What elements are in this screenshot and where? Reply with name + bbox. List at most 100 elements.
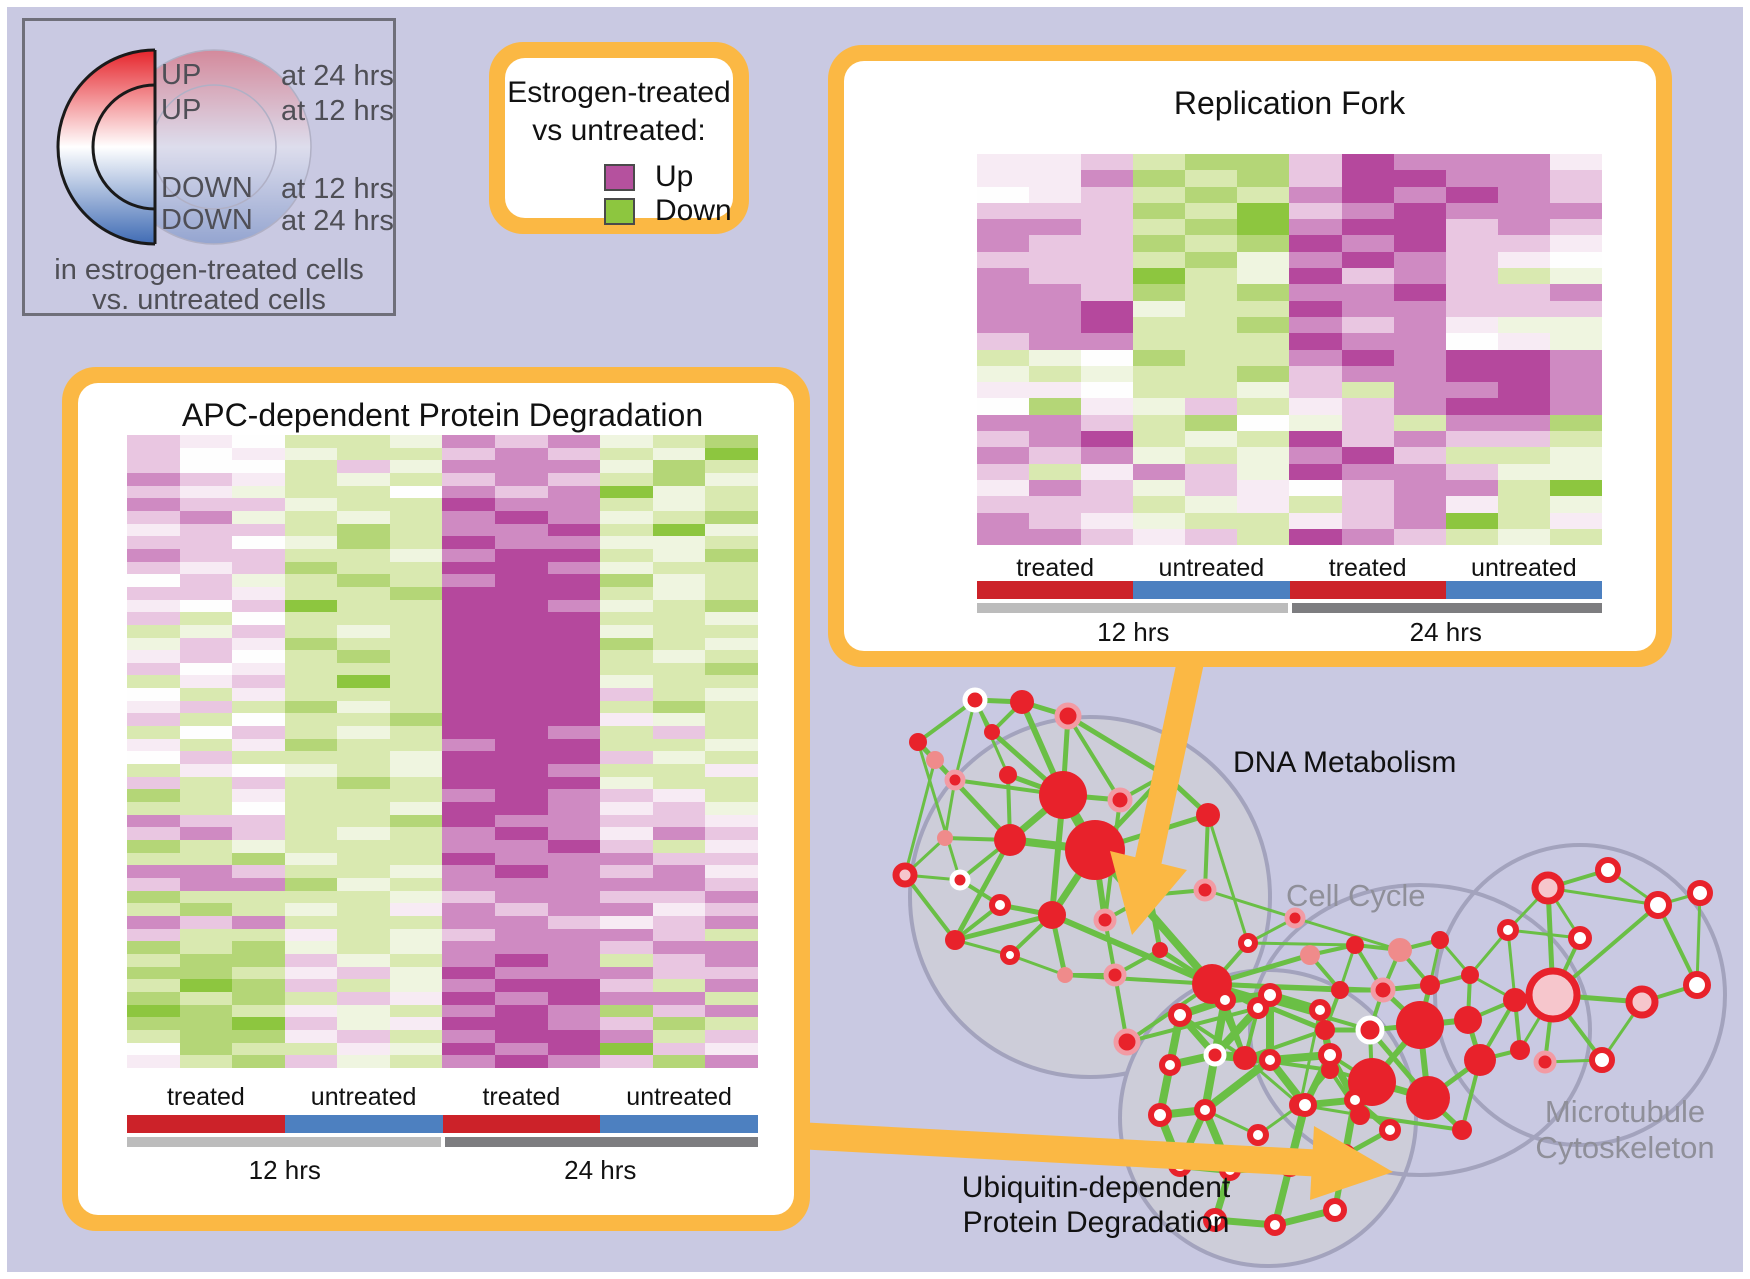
heatmap-cell bbox=[495, 713, 548, 727]
network-node bbox=[1379, 1119, 1401, 1141]
heatmap-cell bbox=[1549, 528, 1602, 546]
heatmap-cell bbox=[337, 941, 390, 954]
heatmap-cell bbox=[1549, 219, 1602, 236]
heatmap-cell bbox=[495, 561, 548, 575]
heatmap-cell bbox=[284, 903, 338, 916]
heatmap-cell bbox=[442, 460, 496, 473]
heatmap-cell bbox=[127, 548, 180, 562]
network-edge bbox=[1243, 1056, 1302, 1107]
heatmap-cell bbox=[337, 726, 390, 739]
heatmap-cell bbox=[284, 498, 338, 511]
heatmap-cell bbox=[1289, 349, 1342, 366]
heatmap-cell bbox=[1393, 365, 1446, 383]
ring-legend-diagram bbox=[56, 48, 312, 246]
heatmap-row bbox=[127, 865, 758, 878]
heatmap-cell bbox=[1445, 365, 1498, 383]
heatmap-cell bbox=[1497, 154, 1550, 171]
heatmap-cell bbox=[652, 840, 706, 853]
heatmap-cell bbox=[1081, 382, 1134, 399]
heatmap-cell bbox=[600, 612, 653, 625]
heatmap-cell bbox=[337, 953, 390, 967]
heatmap-cell bbox=[232, 536, 285, 549]
heatmap-cell bbox=[232, 890, 285, 904]
network-edge bbox=[1695, 891, 1702, 987]
heatmap-cell bbox=[547, 1042, 601, 1056]
heatmap-cell bbox=[547, 991, 601, 1005]
heatmap-cell bbox=[1133, 300, 1186, 317]
heatmap-cell bbox=[1393, 219, 1446, 236]
cell-cycle-label: Cell Cycle bbox=[1286, 878, 1426, 913]
heatmap-cell bbox=[1341, 170, 1394, 187]
dna-metabolism-label: DNA Metabolism bbox=[1233, 746, 1457, 779]
network-node bbox=[1464, 1044, 1496, 1076]
heatmap-cell bbox=[1185, 154, 1238, 171]
heatmap-row bbox=[127, 713, 758, 727]
heatmap-row bbox=[127, 814, 758, 828]
heatmap-cell bbox=[1185, 447, 1238, 464]
heatmap-cell bbox=[652, 903, 706, 916]
heatmap-cell bbox=[232, 561, 285, 575]
heatmap-cell bbox=[495, 890, 548, 904]
heatmap-cell bbox=[547, 612, 601, 625]
heatmap-cell bbox=[389, 802, 443, 815]
heatmap-cell bbox=[442, 1004, 496, 1018]
heatmap-cell bbox=[1289, 186, 1342, 203]
heatmap-cell bbox=[1445, 496, 1498, 513]
heatmap-cell bbox=[1081, 251, 1134, 269]
heatmap-cell bbox=[179, 510, 233, 524]
heatmap-cell bbox=[442, 979, 496, 992]
heatmap-cell bbox=[1081, 186, 1134, 203]
heatmap-cell bbox=[389, 776, 443, 790]
heatmap-cell bbox=[284, 675, 338, 689]
heatmap-cell bbox=[389, 903, 443, 916]
heatmap-cell bbox=[337, 738, 390, 752]
heatmap-cell bbox=[179, 764, 233, 777]
heatmap-cell bbox=[1289, 512, 1342, 529]
heatmap-cell bbox=[337, 814, 390, 828]
heatmap-cell bbox=[127, 915, 180, 929]
heatmap-cell bbox=[1029, 496, 1082, 513]
heatmap-cell bbox=[389, 700, 443, 714]
heatmap-cell bbox=[1185, 382, 1238, 399]
heatmap-cell bbox=[337, 637, 390, 651]
network-node bbox=[1454, 1006, 1482, 1034]
heatmap-cell bbox=[1497, 398, 1550, 415]
heatmap-cell bbox=[284, 865, 338, 878]
heatmap-cell bbox=[127, 802, 180, 815]
heatmap-cell bbox=[284, 472, 338, 486]
network-edge bbox=[1243, 1028, 1327, 1060]
network-node bbox=[1331, 981, 1349, 999]
heatmap-cell bbox=[1497, 528, 1550, 546]
heatmap-cell bbox=[337, 498, 390, 511]
heatmap-cell bbox=[1081, 219, 1134, 236]
heatmap-cell bbox=[547, 523, 601, 537]
heatmap-cell bbox=[284, 485, 338, 499]
heatmap-cell bbox=[284, 1004, 338, 1018]
heatmap-cell bbox=[652, 1055, 706, 1068]
heatmap-cell bbox=[1341, 333, 1394, 350]
heatmap-cell bbox=[547, 802, 601, 815]
heatmap-cell bbox=[652, 877, 706, 891]
heatmap-cell bbox=[977, 333, 1030, 350]
heatmap-cell bbox=[232, 802, 285, 815]
heatmap-cell bbox=[179, 738, 233, 752]
heatmap-cell bbox=[1237, 382, 1290, 399]
network-node bbox=[1388, 938, 1412, 962]
heatmap-cell bbox=[232, 688, 285, 701]
heatmap-cell bbox=[389, 548, 443, 562]
heatmap-cell bbox=[232, 928, 285, 942]
heatmap-cell bbox=[1549, 414, 1602, 432]
heatmap-cell bbox=[547, 447, 601, 461]
heatmap-cell bbox=[600, 751, 653, 765]
heatmap-row bbox=[127, 460, 758, 473]
heatmap-cell bbox=[232, 700, 285, 714]
heatmap-cell bbox=[284, 662, 338, 676]
network-node bbox=[1065, 820, 1125, 880]
heatmap-cell bbox=[495, 447, 548, 461]
heatmap-cell bbox=[179, 1055, 233, 1068]
heatmap-cell bbox=[652, 776, 706, 790]
network-edge bbox=[1049, 912, 1215, 987]
heatmap-cell bbox=[284, 650, 338, 663]
heatmap-cell bbox=[127, 928, 180, 942]
heatmap-cell bbox=[284, 599, 338, 613]
